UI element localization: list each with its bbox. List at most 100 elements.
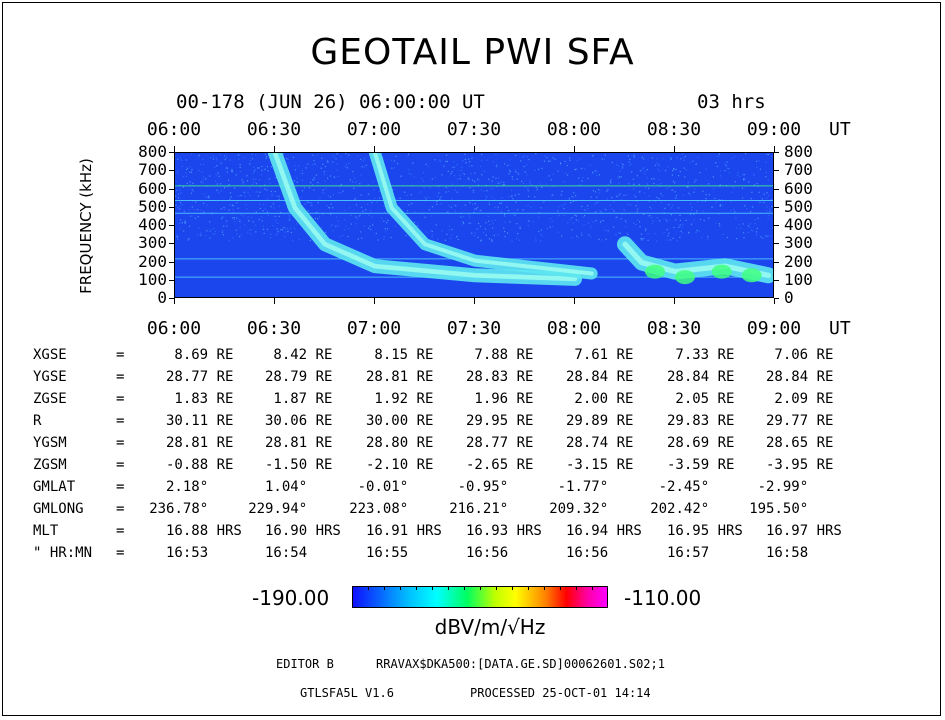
ephem-value: 16:55 bbox=[366, 545, 409, 561]
noise-speck bbox=[701, 200, 703, 202]
y-tick-mark-left bbox=[169, 243, 174, 245]
noise-speck bbox=[629, 158, 631, 160]
noise-speck bbox=[364, 158, 366, 160]
noise-speck bbox=[666, 220, 668, 222]
noise-speck bbox=[412, 162, 414, 164]
noise-speck bbox=[327, 177, 329, 179]
noise-speck bbox=[232, 205, 234, 207]
noise-speck bbox=[185, 159, 187, 161]
ephem-row-label: YGSM bbox=[33, 435, 67, 451]
noise-speck bbox=[518, 193, 520, 195]
noise-speck bbox=[292, 156, 294, 158]
ephem-value: 195.50° bbox=[749, 501, 809, 517]
noise-speck bbox=[478, 179, 480, 181]
noise-speck bbox=[554, 158, 556, 160]
noise-speck bbox=[561, 235, 563, 237]
noise-speck bbox=[673, 167, 675, 169]
ephem-value: 216.21° bbox=[449, 501, 509, 517]
noise-speck bbox=[695, 231, 697, 233]
noise-speck bbox=[371, 216, 373, 218]
noise-speck bbox=[596, 196, 598, 198]
noise-speck bbox=[695, 212, 698, 214]
ephem-value: 28.74 RE bbox=[566, 435, 634, 451]
noise-speck bbox=[473, 211, 475, 214]
noise-speck bbox=[745, 153, 747, 155]
noise-speck bbox=[239, 220, 241, 223]
noise-speck bbox=[514, 169, 517, 171]
noise-speck bbox=[492, 161, 494, 163]
noise-speck bbox=[284, 227, 286, 229]
noise-speck bbox=[765, 176, 767, 178]
noise-speck bbox=[509, 159, 511, 161]
noise-speck bbox=[643, 238, 646, 240]
noise-speck bbox=[538, 168, 540, 170]
noise-speck bbox=[203, 211, 205, 213]
noise-speck bbox=[522, 182, 525, 184]
noise-speck bbox=[690, 209, 693, 211]
noise-speck bbox=[571, 217, 573, 219]
noise-speck bbox=[321, 157, 323, 159]
noise-speck bbox=[474, 172, 476, 174]
noise-speck bbox=[175, 180, 177, 182]
ephem-value: 28.80 RE bbox=[366, 435, 434, 451]
noise-speck bbox=[523, 166, 525, 168]
noise-speck bbox=[270, 166, 272, 168]
noise-speck bbox=[610, 182, 612, 184]
noise-speck bbox=[249, 229, 251, 231]
noise-speck bbox=[515, 154, 517, 156]
noise-speck bbox=[361, 166, 363, 168]
noise-speck bbox=[424, 216, 426, 218]
noise-speck bbox=[252, 172, 254, 174]
noise-speck bbox=[209, 175, 211, 177]
ephem-value: 1.92 RE bbox=[374, 391, 434, 407]
noise-speck bbox=[342, 190, 344, 192]
noise-speck bbox=[451, 228, 453, 230]
noise-speck bbox=[770, 235, 772, 237]
noise-speck bbox=[474, 208, 476, 210]
colorbar-tick bbox=[512, 586, 513, 590]
noise-speck bbox=[543, 160, 546, 162]
noise-speck bbox=[335, 216, 337, 218]
noise-speck bbox=[266, 211, 268, 213]
x-tick-label-top: 06:00 bbox=[146, 119, 202, 140]
noise-speck bbox=[619, 176, 621, 178]
noise-speck bbox=[177, 172, 179, 175]
noise-speck bbox=[335, 158, 337, 160]
noise-speck bbox=[546, 157, 548, 159]
noise-speck bbox=[656, 162, 658, 164]
noise-speck bbox=[511, 176, 513, 178]
noise-speck bbox=[322, 189, 324, 191]
noise-speck bbox=[362, 210, 364, 212]
noise-speck bbox=[378, 190, 381, 192]
noise-speck bbox=[693, 191, 695, 193]
noise-speck bbox=[421, 177, 423, 180]
noise-speck bbox=[456, 164, 458, 166]
noise-speck bbox=[712, 176, 714, 178]
noise-speck bbox=[621, 163, 623, 165]
noise-speck bbox=[356, 218, 358, 220]
ephem-row-label: GMLAT bbox=[33, 479, 76, 495]
noise-speck bbox=[270, 206, 272, 208]
noise-speck bbox=[278, 198, 280, 200]
noise-speck bbox=[250, 233, 252, 235]
processed-stamp: PROCESSED 25-OCT-01 14:14 bbox=[470, 686, 651, 700]
noise-speck bbox=[372, 181, 374, 183]
noise-speck bbox=[370, 229, 372, 231]
noise-speck bbox=[200, 232, 202, 234]
noise-speck bbox=[519, 225, 521, 227]
noise-speck bbox=[365, 209, 367, 211]
colorbar-tick bbox=[416, 586, 417, 590]
noise-speck bbox=[387, 228, 389, 230]
noise-speck bbox=[400, 175, 402, 177]
noise-speck bbox=[592, 172, 594, 174]
y-tick-label-left: 400 bbox=[138, 215, 167, 234]
noise-speck bbox=[261, 216, 263, 218]
noise-speck bbox=[443, 165, 445, 167]
noise-speck bbox=[277, 222, 279, 224]
x-tick-label-bottom: 07:00 bbox=[346, 318, 402, 339]
noise-speck bbox=[592, 154, 594, 157]
noise-speck bbox=[719, 225, 721, 227]
noise-speck bbox=[521, 180, 523, 182]
y-tick-mark-right bbox=[774, 152, 779, 153]
noise-speck bbox=[301, 172, 303, 175]
